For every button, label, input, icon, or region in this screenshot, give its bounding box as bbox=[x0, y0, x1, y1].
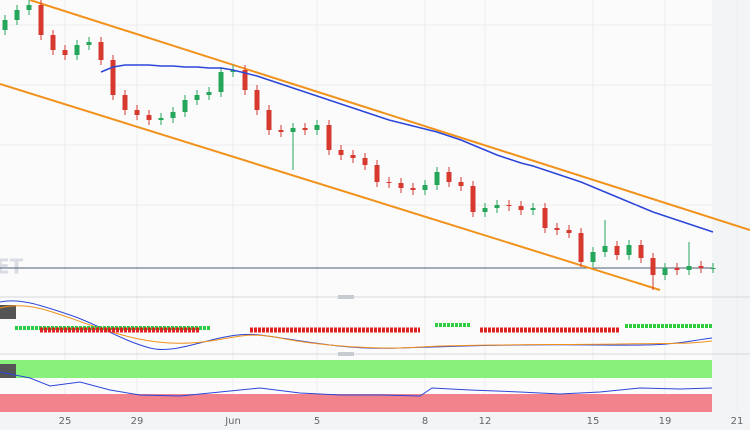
x-axis bbox=[0, 412, 750, 430]
x-tick-label: 29 bbox=[131, 416, 144, 427]
candle-body bbox=[386, 182, 392, 183]
candle-body bbox=[494, 205, 500, 208]
candle-body bbox=[674, 268, 680, 270]
candle-body bbox=[158, 118, 164, 120]
indicator-signal bbox=[0, 305, 713, 349]
rsi-line bbox=[0, 371, 713, 397]
candle-body bbox=[686, 266, 692, 270]
candle-body bbox=[470, 186, 476, 212]
panel-label bbox=[0, 305, 16, 319]
oversold-zone bbox=[0, 394, 712, 412]
candle-body bbox=[254, 90, 260, 110]
candle-body bbox=[26, 5, 32, 10]
x-tick-label: 8 bbox=[422, 416, 428, 427]
candle-body bbox=[134, 110, 140, 115]
candle-body bbox=[398, 183, 404, 188]
candle-body bbox=[590, 252, 596, 262]
candle-body bbox=[230, 70, 236, 72]
candle-body bbox=[266, 110, 272, 130]
channel-upper bbox=[29, 0, 750, 231]
candle-body bbox=[314, 125, 320, 130]
candle-body bbox=[362, 158, 368, 165]
candle-body bbox=[530, 208, 536, 210]
candle-body bbox=[338, 150, 344, 155]
candle-body bbox=[86, 42, 92, 45]
candle-body bbox=[2, 20, 8, 30]
candle-body bbox=[74, 45, 80, 55]
x-tick-label: 15 bbox=[587, 416, 600, 427]
resize-handle bbox=[338, 295, 354, 299]
candle-body bbox=[626, 245, 632, 255]
candle-body bbox=[62, 50, 68, 55]
candle-body bbox=[110, 60, 116, 95]
candle-body bbox=[38, 5, 44, 35]
candle-body bbox=[542, 208, 548, 228]
candle-body bbox=[194, 95, 200, 100]
x-tick-label: 5 bbox=[314, 416, 320, 427]
candle-body bbox=[290, 128, 296, 132]
candle-body bbox=[662, 268, 668, 275]
candle-body bbox=[146, 115, 152, 120]
candle-body bbox=[98, 42, 104, 60]
candle-body bbox=[326, 125, 332, 150]
candle-body bbox=[278, 130, 284, 132]
candle-body bbox=[458, 182, 464, 186]
candle-body bbox=[650, 258, 656, 275]
candle-body bbox=[50, 35, 56, 50]
candle-body bbox=[578, 233, 584, 262]
candle-body bbox=[506, 205, 512, 206]
candle-body bbox=[698, 266, 704, 268]
x-tick-label: 19 bbox=[659, 416, 672, 427]
candle-body bbox=[242, 70, 248, 90]
candle-body bbox=[482, 208, 488, 212]
channel-lower bbox=[0, 83, 661, 291]
candle-body bbox=[434, 172, 440, 185]
candle-body bbox=[410, 188, 416, 190]
candle-body bbox=[374, 165, 380, 182]
candle-body bbox=[206, 92, 212, 95]
moving-average bbox=[100, 64, 714, 233]
candle-body bbox=[614, 246, 620, 255]
x-tick-label: 21 bbox=[731, 416, 744, 427]
watermark: ET bbox=[0, 255, 24, 279]
panel-label bbox=[0, 364, 16, 378]
candles bbox=[2, 0, 716, 290]
candle-body bbox=[602, 246, 608, 252]
x-tick-label: 12 bbox=[479, 416, 492, 427]
candle-body bbox=[122, 95, 128, 110]
candle-body bbox=[554, 228, 560, 230]
x-tick-label: 25 bbox=[59, 416, 72, 427]
resize-handle bbox=[338, 352, 354, 356]
candle-body bbox=[302, 128, 308, 130]
candle-body bbox=[638, 245, 644, 258]
candle-body bbox=[566, 230, 572, 233]
x-axis-labels: 25 29 Jun 5 8 12 15 19 21 bbox=[59, 416, 744, 427]
candle-body bbox=[350, 155, 356, 158]
x-tick-label: Jun bbox=[224, 416, 241, 427]
candle-body bbox=[446, 172, 452, 182]
candle-body bbox=[170, 112, 176, 118]
candle-body bbox=[182, 100, 188, 112]
price-axis-strip bbox=[712, 0, 750, 412]
overbought-zone bbox=[0, 360, 712, 378]
candle-body bbox=[518, 206, 524, 210]
candle-body bbox=[218, 72, 224, 92]
candle-body bbox=[14, 10, 20, 20]
candle-body bbox=[710, 268, 716, 269]
candle-body bbox=[422, 185, 428, 190]
